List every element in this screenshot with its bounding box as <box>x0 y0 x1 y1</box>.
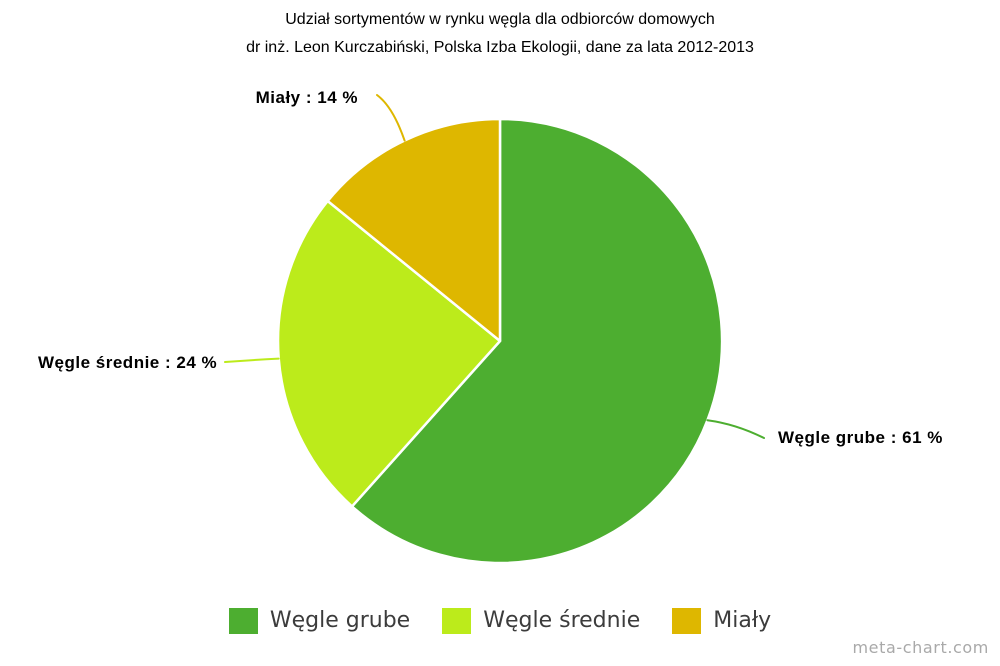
legend-swatch-mialy <box>672 607 702 634</box>
legend: Węgle grube Węgle średnie Miały <box>0 606 1000 635</box>
leader-line-0 <box>706 419 765 439</box>
legend-item-wegle-srednie: Węgle średnie <box>442 606 640 635</box>
pie-slices <box>276 117 724 565</box>
legend-swatch-wegle-grube <box>228 607 258 634</box>
watermark: meta-chart.com <box>852 638 989 657</box>
legend-label-wegle-srednie: Węgle średnie <box>483 608 641 633</box>
leader-line-1 <box>224 357 280 363</box>
leader-line-2 <box>376 94 406 142</box>
leader-lines <box>224 94 765 439</box>
legend-swatch-wegle-srednie <box>442 607 472 634</box>
slice-label-wegle-grube: Węgle grube : 61 % <box>778 428 943 447</box>
legend-label-mialy: Miały <box>713 608 772 633</box>
chart-title: Udział sortymentów w rynku węgla dla odb… <box>285 11 715 28</box>
legend-item-wegle-grube: Węgle grube <box>228 606 411 635</box>
slice-label-mialy: Miały : 14 % <box>255 88 358 107</box>
legend-item-mialy: Miały <box>672 606 771 635</box>
slice-label-wegle-srednie: Węgle średnie : 24 % <box>38 353 218 372</box>
chart-subtitle: dr inż. Leon Kurczabiński, Polska Izba E… <box>246 39 754 56</box>
legend-label-wegle-grube: Węgle grube <box>269 608 411 633</box>
